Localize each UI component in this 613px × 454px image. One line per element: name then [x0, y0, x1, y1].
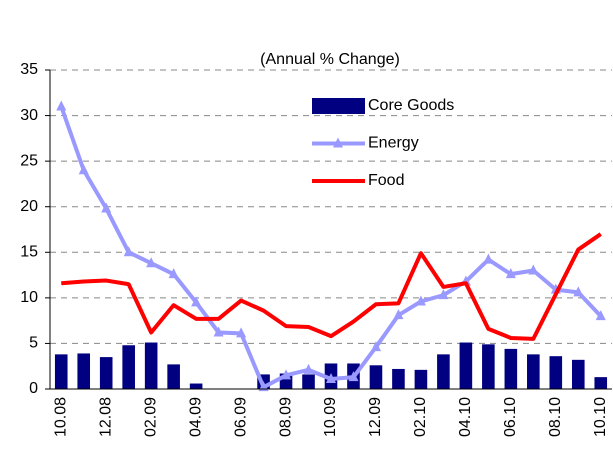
line-marker	[191, 296, 202, 307]
x-tick-label: 12.08	[97, 397, 114, 437]
line-marker	[236, 327, 247, 338]
line-marker	[438, 289, 449, 300]
line-marker	[56, 100, 67, 111]
x-tick-label: 08.10	[547, 397, 564, 437]
line-marker	[573, 286, 584, 297]
line	[61, 232, 602, 341]
bar	[144, 342, 158, 389]
bar	[482, 344, 495, 389]
bar	[571, 359, 585, 389]
x-tick-label: 06.10	[502, 397, 519, 437]
x-tick-label: 04.09	[187, 397, 204, 437]
line-marker	[505, 268, 516, 279]
bar	[594, 377, 608, 389]
y-tick-label: 15	[20, 244, 38, 261]
bar	[99, 357, 113, 389]
y-tick-label: 20	[20, 198, 38, 215]
x-tick-label: 10.10	[592, 397, 609, 437]
x-tick-label: 04.10	[457, 397, 474, 437]
bar	[189, 383, 203, 389]
bar	[392, 368, 405, 389]
chart-subtitle: (Annual % Change)	[260, 51, 400, 68]
x-tick-label: 12.09	[367, 397, 384, 437]
bar	[122, 345, 135, 389]
legend-swatch	[312, 98, 365, 114]
x-tick-label: 10.08	[52, 397, 69, 437]
bar	[302, 374, 315, 389]
line-marker	[303, 363, 314, 374]
line-marker	[595, 310, 606, 321]
line-marker	[101, 202, 112, 213]
legend-label: Energy	[368, 135, 419, 152]
y-tick-label: 5	[29, 335, 38, 352]
bar	[549, 356, 563, 389]
y-tick-label: 0	[29, 380, 38, 397]
bar	[414, 369, 428, 389]
y-tick-label: 30	[20, 107, 38, 124]
x-tick-label: 10.09	[322, 397, 339, 437]
line-marker	[123, 246, 134, 257]
line-marker	[281, 369, 292, 380]
line-marker	[393, 309, 404, 320]
y-tick-label: 25	[20, 152, 38, 169]
legend-label: Food	[368, 172, 404, 189]
bar	[77, 353, 91, 389]
y-tick-label: 35	[20, 61, 38, 78]
line	[59, 105, 603, 390]
line-marker	[483, 253, 494, 264]
line-marker	[528, 264, 539, 275]
line-marker	[415, 295, 426, 306]
x-tick-label: 02.09	[142, 397, 159, 437]
bar	[167, 364, 180, 389]
line-marker	[78, 164, 89, 175]
line-marker	[168, 268, 179, 279]
line-marker	[146, 257, 157, 268]
bar	[54, 354, 68, 389]
x-tick-label: 08.09	[277, 397, 294, 437]
line-marker	[348, 371, 359, 382]
x-tick-label: 02.10	[412, 397, 429, 437]
line-marker	[213, 326, 224, 337]
line-marker	[370, 341, 381, 352]
bar	[459, 342, 473, 389]
bar	[527, 354, 540, 389]
line-marker	[326, 372, 336, 383]
x-tick-label: 06.09	[232, 397, 249, 437]
legend-marker	[333, 137, 343, 148]
bar	[369, 365, 383, 389]
bar	[437, 354, 450, 389]
legend-label: Core Goods	[368, 97, 454, 114]
y-tick-label: 10	[20, 289, 38, 306]
bar	[504, 348, 518, 389]
